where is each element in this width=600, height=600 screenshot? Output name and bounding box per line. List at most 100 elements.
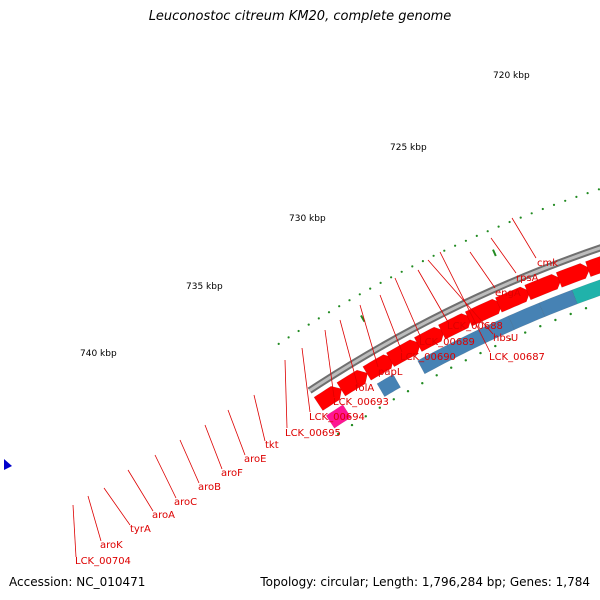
- scale-minor-tick: [411, 265, 414, 268]
- forward-gene-10: [585, 256, 600, 278]
- inner-tick: [464, 359, 467, 362]
- scale-minor-tick: [390, 276, 393, 279]
- reverse-gene-7: [571, 279, 600, 305]
- inner-tick: [406, 390, 410, 393]
- gene-label-cmk: cmk: [537, 258, 558, 269]
- scale-minor-tick: [317, 317, 320, 320]
- gene-label-aroE: aroE: [244, 454, 266, 465]
- map-title: Leuconostoc citreum KM20, complete genom…: [148, 9, 452, 24]
- inner-tick: [350, 423, 354, 427]
- reverse-gene-0: [325, 404, 352, 429]
- forward-gene-1: [336, 369, 368, 397]
- inner-tick: [554, 318, 557, 322]
- inner-tick: [569, 312, 572, 316]
- label-leader-20: [87, 495, 102, 542]
- scale-minor-tick: [358, 293, 361, 296]
- reverse-genes-layer: [325, 279, 600, 429]
- gene-label-rpsA: rpsA: [516, 273, 539, 284]
- inner-tick: [364, 415, 367, 418]
- scale-minor-tick: [541, 207, 544, 211]
- scale-minor-tick: [327, 311, 331, 314]
- inner-tick: [479, 351, 482, 355]
- gene-label-tyrA: tyrA: [130, 524, 151, 535]
- genome-stats-text: Topology: circular; Length: 1,796,284 bp…: [260, 575, 590, 589]
- label-leader-2: [469, 251, 496, 289]
- label-leader-7: [379, 294, 403, 353]
- label-leader-12: [284, 359, 288, 429]
- scale-minor-tick: [597, 188, 600, 191]
- scale-minor-tick: [307, 323, 310, 326]
- label-leader-9: [339, 319, 358, 384]
- scale-minor-tick: [338, 305, 341, 308]
- forward-gene-9: [555, 263, 591, 288]
- inner-tick: [524, 331, 527, 334]
- gene-label-hbsU: hbsU: [493, 333, 518, 344]
- forward-gene-4: [413, 326, 445, 352]
- gene-label-aroF: aroF: [221, 468, 243, 479]
- origin-marker-icon: [4, 459, 12, 470]
- inner-tick: [378, 406, 381, 409]
- label-leader-8: [359, 304, 379, 368]
- scale-label-740: 740 kbp: [80, 349, 117, 359]
- scale-minor-tick: [348, 299, 351, 302]
- scale-minor-tick: [575, 195, 578, 198]
- gene-label-LCK_00690: LCK_00690: [400, 352, 456, 363]
- scale-minor-tick: [497, 225, 500, 228]
- gene-label-LCK_00694: LCK_00694: [309, 412, 365, 423]
- gene-label-papL: papL: [378, 367, 403, 378]
- inner-tick: [337, 432, 340, 436]
- gene-label-LCK_00695: LCK_00695: [285, 428, 341, 439]
- scale-minor-tick: [530, 212, 533, 215]
- accession-text: Accession: NC_010471: [9, 575, 146, 589]
- scale-ticks-layer: [277, 188, 600, 436]
- gene-label-aroK: aroK: [100, 540, 123, 551]
- gene-label-aroC: aroC: [174, 497, 197, 508]
- label-leader-14: [227, 409, 246, 456]
- scale-minor-tick: [586, 192, 589, 195]
- label-leader-19: [103, 487, 131, 526]
- forward-gene-7: [494, 286, 531, 313]
- scale-label-725: 725 kbp: [390, 143, 427, 153]
- inner-tick: [584, 307, 588, 310]
- label-leader-10: [324, 329, 335, 398]
- gene-label-tkt: tkt: [265, 440, 279, 451]
- inner-tick: [539, 325, 542, 328]
- forward-gene-3: [385, 339, 421, 368]
- label-lines-layer: [72, 217, 537, 558]
- forward-gene-8: [524, 273, 562, 301]
- inner-tick: [435, 374, 438, 377]
- scale-major-tick-0: [360, 315, 366, 323]
- label-leader-16: [179, 439, 200, 484]
- label-leader-5: [417, 269, 449, 323]
- label-leader-11: [301, 347, 311, 413]
- scale-label-730: 730 kbp: [289, 214, 326, 224]
- gene-label-LCK_00704: LCK_00704: [75, 556, 131, 567]
- scale-label-735: 735 kbp: [186, 282, 223, 292]
- gene-label-folA: folA: [355, 383, 374, 394]
- scale-minor-tick: [475, 234, 478, 237]
- label-leader-18: [127, 469, 154, 512]
- gene-label-aroB: aroB: [198, 482, 221, 493]
- scale-minor-tick: [519, 216, 522, 219]
- forward-gene-0: [313, 385, 342, 411]
- gene-label-LCK_00688: LCK_00688: [447, 321, 503, 332]
- scale-minor-tick: [287, 336, 290, 339]
- backbone-layer: [307, 244, 600, 394]
- scale-minor-tick: [552, 203, 556, 206]
- scale-minor-tick: [464, 239, 467, 242]
- scale-minor-tick: [432, 254, 435, 257]
- gene-label-LCK_00687: LCK_00687: [489, 352, 545, 363]
- scale-minor-tick: [277, 342, 280, 345]
- forward-gene-5: [437, 313, 473, 340]
- label-leader-15: [204, 424, 223, 470]
- label-leader-0: [511, 217, 537, 259]
- scale-minor-tick: [297, 329, 300, 333]
- inner-tick: [392, 398, 395, 401]
- label-leader-6: [394, 277, 422, 339]
- gene-label-LCK_00689: LCK_00689: [419, 337, 475, 348]
- scale-minor-tick: [369, 287, 372, 290]
- scale-minor-tick: [508, 220, 511, 224]
- scale-major-tick-1: [492, 249, 497, 257]
- scale-label-720: 720 kbp: [493, 71, 530, 81]
